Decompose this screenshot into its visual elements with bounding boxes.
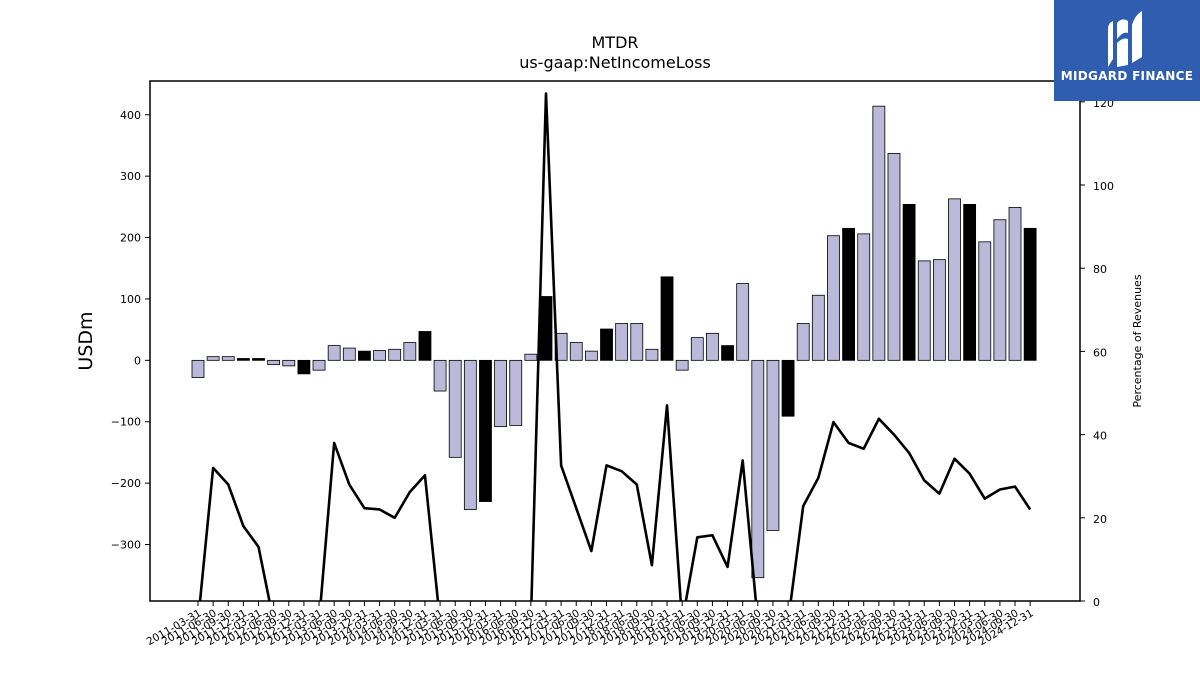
- bar: [872, 105, 886, 361]
- y2-tick-label: 40: [1093, 430, 1107, 443]
- chart-subtitle: us-gaap:NetIncomeLoss: [519, 53, 711, 72]
- bar: [948, 198, 961, 361]
- bar: [706, 332, 719, 361]
- bar: [373, 350, 386, 361]
- bar: [902, 203, 916, 361]
- y-axis-label: USDm: [75, 311, 97, 370]
- line-layer: [198, 92, 1032, 601]
- bar: [751, 359, 765, 579]
- bars-layer: [191, 105, 1037, 579]
- bar: [600, 328, 613, 361]
- y-tick-label: 100: [120, 293, 141, 306]
- bar: [630, 323, 644, 361]
- axes-layer: [149, 80, 1081, 602]
- bar: [236, 358, 250, 361]
- y-tick-label: −200: [111, 477, 141, 490]
- bar: [917, 260, 931, 361]
- bar: [690, 337, 704, 361]
- bar: [463, 359, 477, 510]
- bar: [811, 294, 825, 361]
- bar: [479, 359, 492, 502]
- y-tick-label: 400: [120, 109, 141, 122]
- bar: [418, 331, 432, 361]
- y2-tick-label: 60: [1093, 346, 1107, 359]
- bar: [645, 348, 659, 361]
- chart-title: MTDR: [591, 33, 638, 52]
- y-tick-label: −300: [111, 539, 141, 552]
- bar: [857, 233, 871, 361]
- bar: [191, 359, 205, 378]
- bar: [721, 345, 734, 361]
- bar: [660, 276, 674, 361]
- y-tick-label: −100: [111, 416, 141, 429]
- bar: [448, 359, 462, 458]
- bar: [342, 347, 356, 361]
- bar: [1023, 227, 1037, 361]
- bar: [827, 235, 840, 361]
- bar: [539, 296, 553, 361]
- ticks-layer: −300−200−1000100200300400020406080100120…: [111, 97, 1114, 648]
- bar: [615, 323, 629, 361]
- bar: [781, 359, 795, 417]
- bar: [796, 323, 810, 361]
- bar: [569, 342, 583, 361]
- bar: [494, 359, 508, 428]
- bar: [282, 359, 296, 367]
- bar: [993, 219, 1007, 361]
- bar: [675, 359, 689, 371]
- bar: [358, 350, 371, 361]
- bar: [297, 359, 311, 375]
- bar: [327, 345, 341, 361]
- bar: [978, 241, 992, 361]
- plot-frame: [149, 80, 1081, 602]
- y2-tick-label: 0: [1093, 596, 1100, 609]
- y-tick-label: 300: [120, 170, 141, 183]
- bar: [252, 358, 265, 361]
- y2-tick-label: 100: [1093, 180, 1114, 193]
- bar: [206, 356, 220, 361]
- y2-tick-label: 20: [1093, 513, 1107, 526]
- y2-tick-label: 80: [1093, 263, 1107, 276]
- brand-logo: MIDGARD FINANCE: [1054, 0, 1200, 101]
- bar: [842, 227, 855, 361]
- bar: [524, 353, 538, 361]
- bar: [766, 359, 780, 531]
- bar: [267, 359, 281, 366]
- bar: [221, 356, 235, 361]
- bar: [388, 348, 402, 361]
- midgard-logo-icon: [1108, 11, 1142, 67]
- bar: [1008, 207, 1022, 361]
- y-tick-label: 200: [120, 232, 141, 245]
- y2-axis-label: Percentage of Revenues: [1131, 274, 1144, 407]
- bar: [509, 359, 523, 426]
- bar: [736, 283, 750, 361]
- bar: [887, 153, 901, 361]
- bar: [584, 350, 598, 361]
- bar: [963, 203, 977, 361]
- bar: [312, 359, 326, 371]
- bar: [433, 359, 447, 392]
- y-tick-label: 0: [134, 354, 141, 367]
- bar: [403, 342, 417, 361]
- logo-text: MIDGARD FINANCE: [1060, 69, 1194, 83]
- percentage-line: [198, 92, 1032, 601]
- bar: [932, 259, 946, 361]
